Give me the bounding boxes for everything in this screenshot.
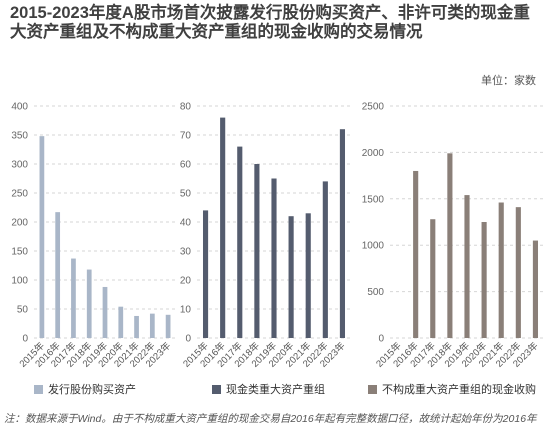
bar [118, 306, 124, 338]
bar [237, 146, 243, 338]
bar [165, 314, 171, 338]
y-tick-label: 70 [180, 131, 192, 142]
y-tick-label: 250 [11, 189, 28, 200]
y-tick-label: 150 [11, 247, 28, 258]
y-tick-label: 400 [11, 102, 28, 113]
bar [39, 136, 45, 338]
bar [464, 195, 470, 338]
bar [498, 202, 504, 338]
y-tick-label: 40 [180, 218, 192, 229]
y-tick-label: 300 [11, 160, 28, 171]
bar [447, 153, 453, 338]
y-tick-label: 30 [180, 247, 192, 258]
y-tick-label: 20 [180, 276, 192, 287]
unit-label: 单位：家数 [481, 75, 536, 87]
bar [339, 129, 346, 338]
y-tick-label: 1500 [362, 194, 385, 205]
bar [532, 240, 539, 338]
bar [305, 213, 311, 338]
y-tick-label: 50 [17, 305, 29, 316]
bar-chart-cash-acquisition: 050010001500200025002015年2016年2017年2018年… [362, 102, 544, 370]
bar [430, 219, 436, 338]
legend-share-issuance: 发行股份购买资产 [34, 381, 136, 397]
legend-cash-acquisition: 不构成重大资产重组的现金收购 [368, 381, 536, 397]
legend-label: 现金类重大资产重组 [226, 384, 325, 396]
bar [271, 178, 277, 338]
bar [86, 269, 92, 338]
y-tick-label: 50 [180, 189, 192, 200]
legend-swatch [34, 384, 43, 394]
bar [134, 315, 139, 338]
legend-swatch [212, 384, 221, 394]
bar [515, 207, 521, 338]
y-tick-label: 0 [378, 334, 384, 345]
bar [55, 212, 61, 338]
footnote: 注：数据来源于Wind。由于不构成重大资产重组的现金交易自2016年起有完整数据… [4, 413, 537, 425]
y-tick-label: 10 [180, 305, 192, 316]
y-tick-label: 2500 [362, 102, 385, 113]
chart-panel-cash-major-restructuring: 0 10 20 30 40 50 60 70 80 2015年 2016年 2017年 2018年 201… [175, 96, 355, 381]
legend-label: 发行股份购买资产 [48, 384, 136, 396]
chart-title: 2015-2023年度A股市场首次披露发行股份购买资产、非许可类的现金重大资产重… [10, 4, 530, 41]
y-tick-label: 500 [367, 287, 384, 298]
y-tick-label: 350 [11, 131, 28, 142]
y-tick-label: 0 [22, 334, 28, 345]
y-tick-label: 100 [11, 276, 28, 287]
bar [413, 170, 419, 338]
bar [71, 258, 76, 338]
bar [481, 222, 487, 338]
legend-swatch [368, 384, 377, 394]
y-tick-label: 0 [185, 334, 191, 345]
y-tick-label: 1000 [362, 241, 385, 252]
bar-chart-share-issuance: 0501001502002503003504002015年2016年2017年2… [11, 102, 176, 370]
chart-panel-share-issuance: 0 50 100 150 200 250 300 350 400 2015年 2016年 2017年 2… [0, 96, 180, 381]
legend-cash-major-restructuring: 现金类重大资产重组 [212, 381, 325, 397]
bar [288, 216, 294, 338]
bar-chart-cash-major-restructuring: 010203040506070802015年2016年2017年2018年201… [180, 102, 351, 370]
bar [202, 210, 209, 338]
y-tick-label: 200 [11, 218, 28, 229]
bar [149, 313, 155, 338]
bar [102, 286, 108, 338]
legend-label: 不构成重大资产重组的现金收购 [382, 384, 536, 396]
bar [254, 164, 260, 338]
bar [322, 181, 328, 338]
y-tick-label: 60 [180, 160, 192, 171]
chart-panel-cash-acquisition: 0 500 1000 1500 2000 2500 2015年 2016年 2017年 2018年… [360, 96, 550, 381]
y-tick-label: 80 [180, 102, 192, 113]
y-tick-label: 2000 [362, 148, 385, 159]
bar [220, 117, 226, 338]
